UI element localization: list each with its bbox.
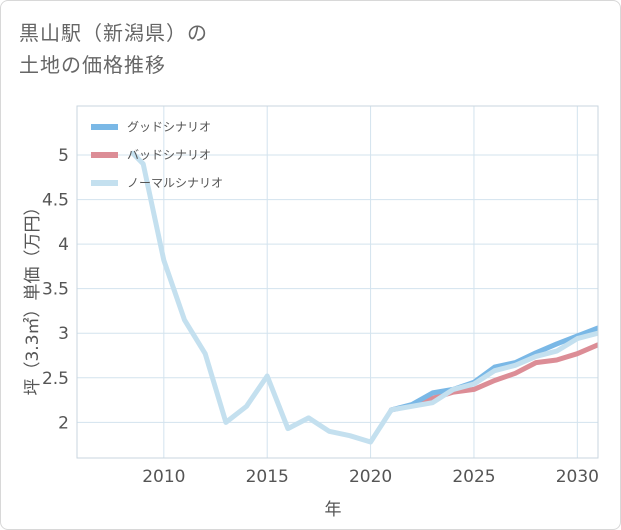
- series-clip-group: [130, 150, 598, 445]
- grid: [77, 106, 598, 458]
- y-tick-labels: 2 2.5 3 3.5 4 4.5 5: [42, 146, 69, 433]
- y-tick-label: 4.5: [42, 191, 69, 211]
- y-tick-label: 2: [58, 413, 69, 433]
- y-axis-label: 坪（3.3㎡）単価（万円）: [23, 198, 43, 395]
- y-tick-label: 2.5: [42, 369, 69, 389]
- x-tick-labels: 2010 2015 2020 2025 2030: [142, 467, 599, 487]
- x-axis-label: 年: [325, 500, 342, 520]
- y-tick-label: 5: [58, 146, 69, 166]
- y-tick-label: 3.5: [42, 280, 69, 300]
- series-layer: [130, 150, 598, 445]
- x-tick-label: 2030: [556, 467, 599, 487]
- x-tick-label: 2025: [452, 467, 495, 487]
- legend-label-2: ノーマルシナリオ: [127, 176, 223, 190]
- chart-title: 黒山駅（新潟県）の 土地の価格推移: [19, 17, 208, 81]
- legend-label-1: バッドシナリオ: [127, 148, 211, 162]
- x-tick-label: 2020: [349, 467, 392, 487]
- x-tick-label: 2015: [246, 467, 289, 487]
- title-line-1: 黒山駅（新潟県）の: [19, 21, 208, 45]
- x-tick-label: 2010: [142, 467, 185, 487]
- series-line-2: [130, 150, 598, 445]
- title-line-2: 土地の価格推移: [19, 53, 166, 77]
- y-tick-label: 4: [58, 235, 69, 255]
- plot-frame: [76, 105, 599, 459]
- y-tick-label: 3: [58, 324, 69, 344]
- series-line-0: [388, 325, 598, 413]
- series-line-1: [388, 342, 598, 413]
- legend-label-0: グッドシナリオ: [127, 120, 211, 134]
